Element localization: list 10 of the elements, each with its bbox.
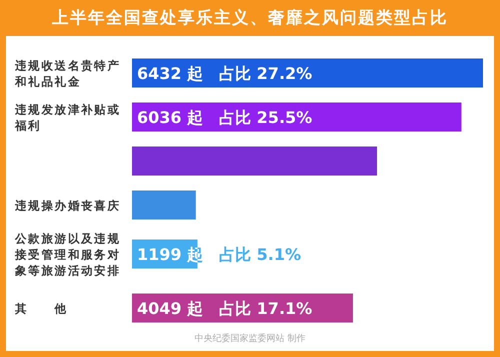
y-tick-label: 公款旅游以及违规接受管理和服务对象等旅游活动安排 <box>14 232 121 278</box>
data-label: 4049 起 占比 17.1% <box>137 299 312 318</box>
y-tick-label: 违规发放津补贴或福利 <box>14 102 121 132</box>
y-tick-label: 违规收送名贵特产和礼品礼金 <box>14 58 121 88</box>
y-tick-label: 违规操办婚丧喜庆 <box>14 198 121 212</box>
data-label: 6036 起 占比 25.5% <box>137 108 312 127</box>
data-label: 6432 起 占比 27.2% <box>137 64 312 83</box>
text: 中央纪委国家监委网站 制作 <box>194 333 306 344</box>
chart-title: 上半年全国查处享乐主义、奢靡之风问题类型占比 <box>51 8 448 27</box>
y-tick-label: 其 他 <box>14 302 68 316</box>
